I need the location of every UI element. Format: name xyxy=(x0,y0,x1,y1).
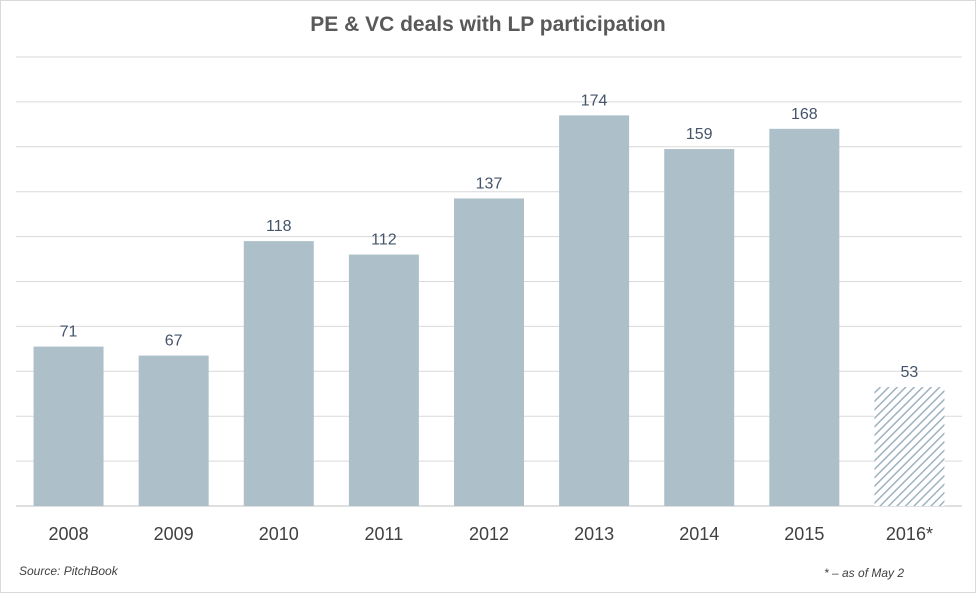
x-tick-label: 2008 xyxy=(49,524,89,544)
bar-2014 xyxy=(664,149,735,507)
bar-2016 xyxy=(874,387,945,506)
data-label: 112 xyxy=(371,232,397,249)
data-label: 118 xyxy=(266,218,292,235)
bar-2013 xyxy=(559,115,630,507)
data-label: 168 xyxy=(791,106,818,123)
x-tick-label: 2012 xyxy=(469,524,509,544)
bar-2011 xyxy=(348,254,419,506)
x-tick-label: 2014 xyxy=(679,524,719,544)
data-label: 137 xyxy=(476,175,503,192)
x-tick-label: 2009 xyxy=(154,524,194,544)
data-label: 71 xyxy=(60,324,78,341)
bars xyxy=(33,115,945,507)
data-label: 159 xyxy=(686,126,713,143)
x-axis-ticks: 2008 2009 2010 2011 2012 2013 2014 2015 2016* xyxy=(49,524,933,544)
data-label: 53 xyxy=(901,364,919,381)
data-labels: 71 67 118 112 137 174 159 168 53 xyxy=(60,92,919,381)
data-label: 67 xyxy=(165,333,183,350)
footnote: * – as of May 2 xyxy=(824,566,905,580)
x-tick-label: 2016* xyxy=(886,524,933,544)
x-tick-label: 2013 xyxy=(574,524,614,544)
x-tick-label: 2015 xyxy=(784,524,824,544)
bar-2010 xyxy=(243,241,314,506)
bar-2015 xyxy=(769,128,840,506)
chart-title: PE & VC deals with LP participation xyxy=(310,13,666,36)
bar-2009 xyxy=(138,355,209,506)
bar-2012 xyxy=(454,198,524,506)
x-tick-label: 2010 xyxy=(259,524,299,544)
data-label: 174 xyxy=(581,92,608,109)
bar-2008 xyxy=(33,346,104,506)
source-note: Source: PitchBook xyxy=(19,564,118,578)
x-tick-label: 2011 xyxy=(365,524,404,544)
